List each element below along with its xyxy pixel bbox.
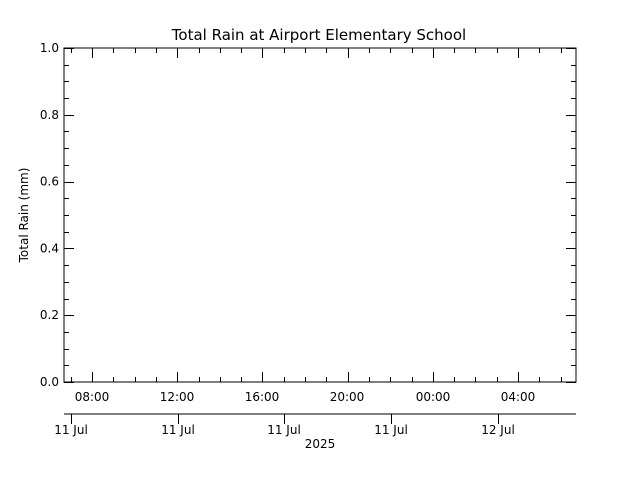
y-axis-tick-labels: 0.0 0.2 0.4 0.6 0.8 1.0	[40, 41, 59, 389]
date-tick-label: 12 Jul	[481, 423, 515, 437]
y-axis-label: Total Rain (mm)	[17, 168, 31, 264]
y-tick-label: 0.0	[40, 375, 59, 389]
x-axis-ticks	[71, 48, 562, 382]
x-tick-label: 00:00	[416, 390, 451, 404]
chart-title: Total Rain at Airport Elementary School	[171, 26, 466, 44]
x-axis-year-label: 2025	[305, 437, 336, 451]
y-axis-ticks	[64, 48, 576, 383]
x-tick-label: 08:00	[75, 390, 110, 404]
x-tick-label: 12:00	[160, 390, 195, 404]
y-tick-label: 0.2	[40, 308, 59, 322]
x-tick-label: 04:00	[501, 390, 536, 404]
date-axis-labels: 11 Jul 11 Jul 11 Jul 11 Jul 12 Jul	[54, 423, 515, 437]
y-tick-label: 0.6	[40, 175, 59, 189]
date-tick-label: 11 Jul	[267, 423, 301, 437]
date-tick-label: 11 Jul	[54, 423, 88, 437]
plot-frame	[63, 47, 577, 383]
y-tick-label: 1.0	[40, 41, 59, 55]
x-axis-time-labels: 08:00 12:00 16:00 20:00 00:00 04:00	[75, 390, 536, 404]
y-tick-label: 0.8	[40, 108, 59, 122]
x-tick-label: 20:00	[330, 390, 365, 404]
date-tick-label: 11 Jul	[374, 423, 408, 437]
y-tick-label: 0.4	[40, 241, 59, 255]
x-tick-label: 16:00	[245, 390, 280, 404]
date-tick-label: 11 Jul	[161, 423, 195, 437]
date-axis-ticks	[71, 414, 499, 424]
